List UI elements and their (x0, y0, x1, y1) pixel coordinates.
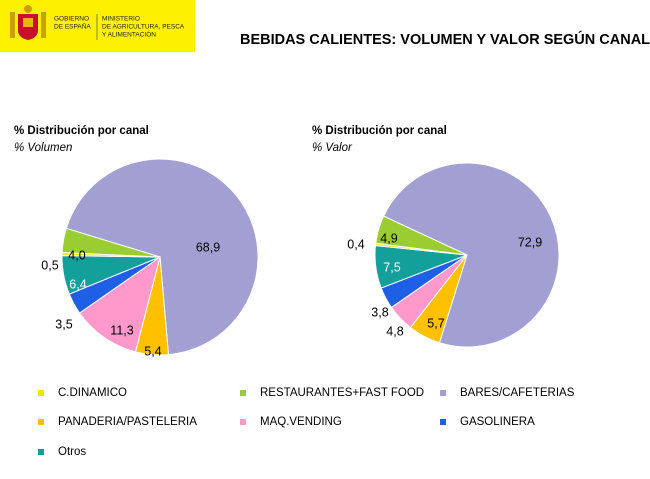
value-label: 4,8 (386, 324, 403, 338)
legend-swatch (38, 390, 44, 396)
slide-title: BEBIDAS CALIENTES: VOLUMEN Y VALOR SEGÚN… (240, 30, 650, 48)
legend-swatch (440, 390, 446, 396)
legend-swatch (240, 390, 246, 396)
pie-slice (78, 255, 161, 353)
legend-label: Otros (58, 446, 86, 458)
legend-label: GASOLINERA (460, 416, 535, 428)
legend-swatch (38, 449, 44, 455)
pie-slice (61, 227, 161, 258)
value-label: 72,9 (518, 235, 542, 249)
chart-subtitle: % Valor (312, 142, 353, 154)
ministry-line: DE AGRICULTURA, PESCA (102, 24, 185, 31)
value-label: 6,4 (69, 277, 86, 291)
ministry-line: MINISTERIO (102, 16, 140, 23)
government-line: DE ESPAÑA (54, 22, 91, 31)
value-label: 3,8 (371, 305, 388, 319)
pie-slice (382, 162, 560, 348)
value-label: 68,9 (196, 240, 220, 254)
chart-title: % Distribución por canal (312, 125, 447, 137)
value-label: 0,4 (347, 237, 364, 251)
coat-of-arms (10, 5, 46, 40)
value-label: 4,9 (380, 231, 397, 245)
value-label: 3,5 (55, 317, 72, 331)
legend-label: MAQ.VENDING (260, 416, 342, 428)
legend-swatch (38, 419, 44, 425)
chart-title: % Distribución por canal (14, 125, 149, 137)
chart-subtitle: % Volumen (14, 142, 72, 154)
legend-label: BARES/CAFETERIAS (460, 387, 575, 399)
pie-slice (375, 215, 468, 256)
value-label: 4,0 (68, 248, 85, 262)
value-label: 5,4 (144, 344, 161, 358)
value-label: 5,7 (427, 316, 444, 330)
legend-label: PANADERIA/PASTELERIA (58, 416, 197, 428)
value-label: 11,3 (110, 323, 133, 337)
government-line: GOBIERNO (54, 16, 89, 23)
legend-swatch (440, 419, 446, 425)
legend-swatch (240, 419, 246, 425)
legend-label: C.DINAMICO (58, 387, 127, 399)
value-label: 0,5 (41, 258, 58, 272)
legend-label: RESTAURANTES+FAST FOOD (260, 387, 424, 399)
value-label: 7,5 (383, 260, 400, 274)
ministry-line: Y ALIMENTACIÓN (102, 30, 156, 39)
pie-slice (65, 158, 259, 356)
